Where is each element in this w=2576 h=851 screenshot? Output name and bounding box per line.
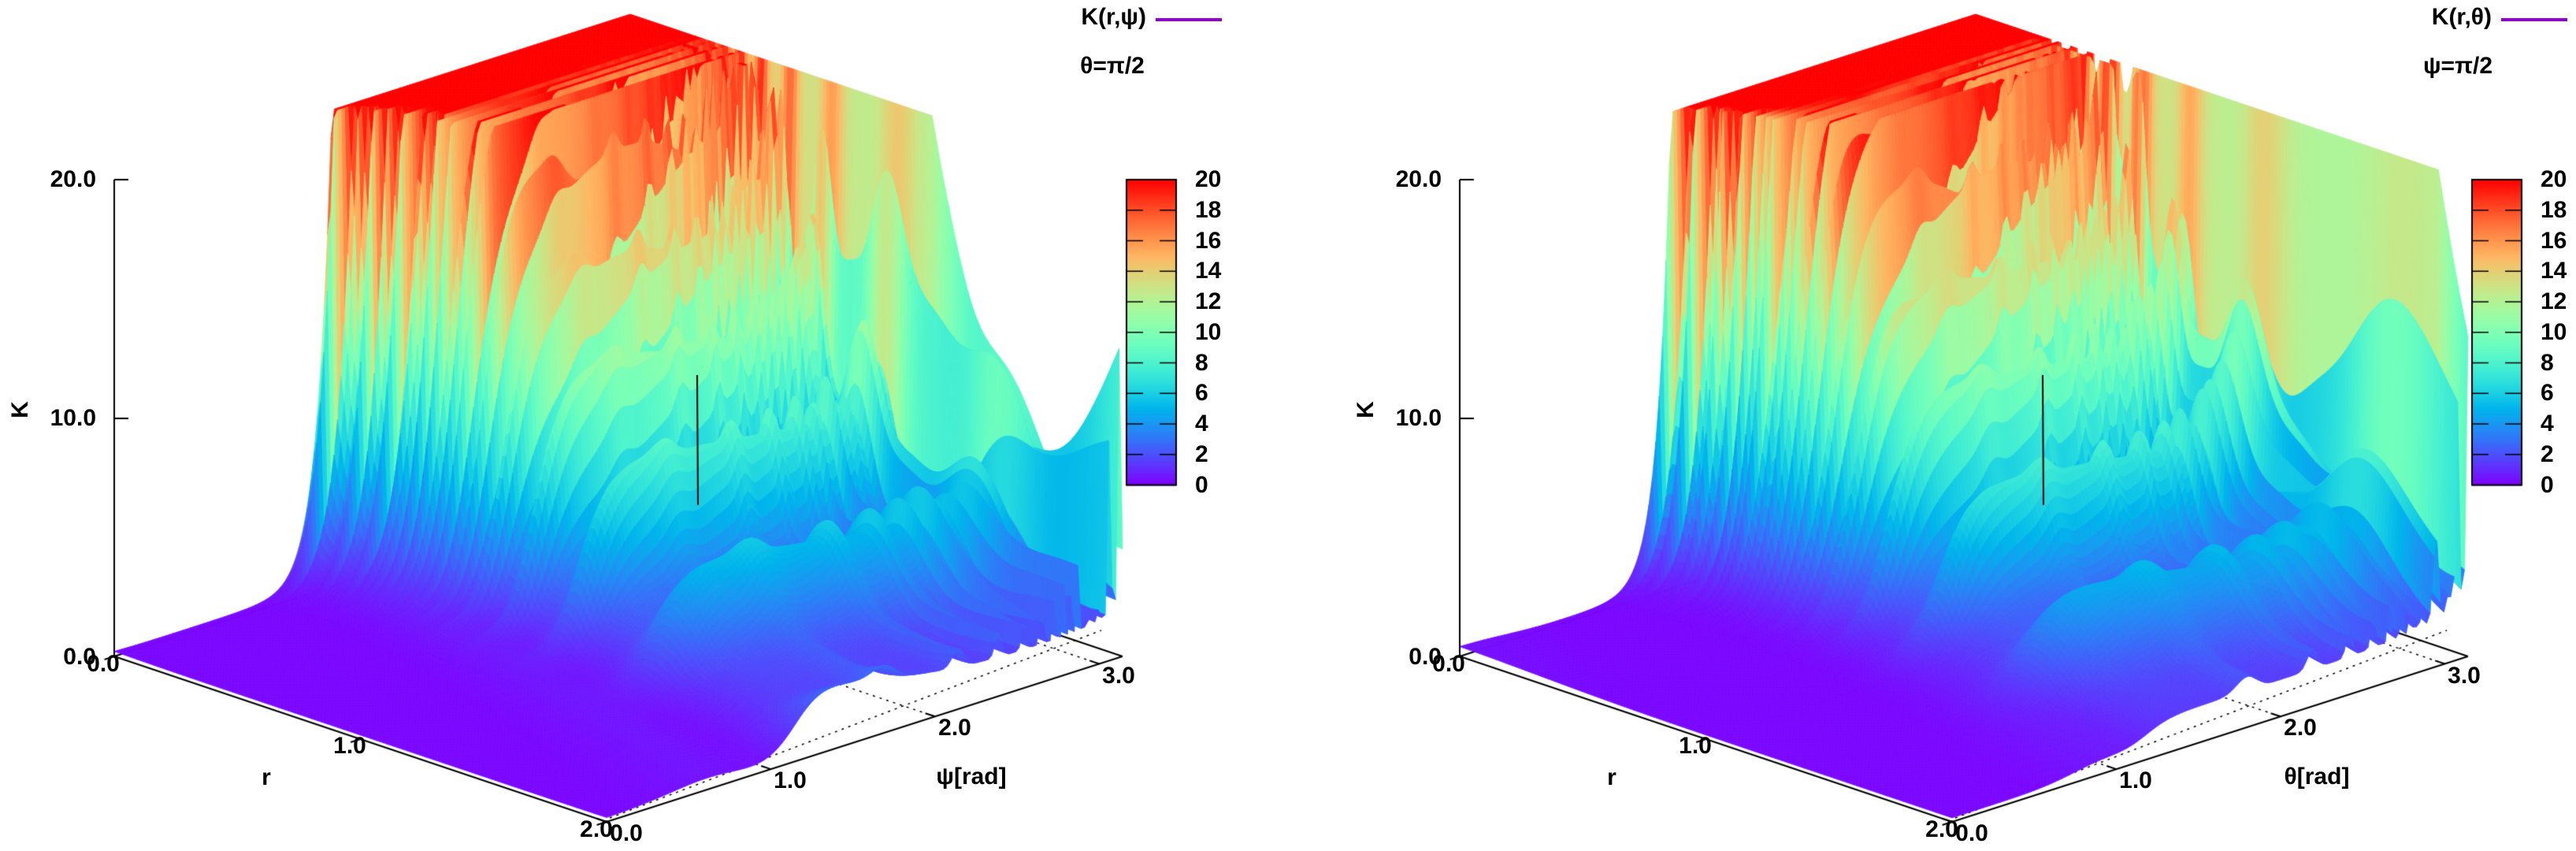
r-tick-label: 0.0 — [87, 651, 120, 677]
colorbar-tick-label: 6 — [1195, 380, 1208, 407]
z-tick-label: 0.0 — [1409, 644, 1442, 670]
colorbar-tick-label: 16 — [2541, 227, 2567, 254]
colorbar-tick-label: 8 — [1195, 349, 1208, 376]
legend-condition-label: θ=π/2 — [1080, 53, 1145, 79]
legend-line-sample — [1156, 18, 1222, 21]
colorbar-tick-label: 2 — [1195, 440, 1208, 467]
angle-tick-label: 0.0 — [610, 820, 643, 846]
r-axis-name: r — [262, 764, 271, 790]
r-tick-label: 1.0 — [1679, 733, 1712, 759]
angle-tick-label: 0.0 — [1955, 820, 1988, 846]
legend-series-label: K(r,θ) — [2431, 4, 2492, 30]
z-tick-label: 10.0 — [1395, 405, 1442, 431]
z-tick-label: 0.0 — [63, 644, 96, 670]
angle-tick-label: 3.0 — [2448, 663, 2481, 689]
angle-tick-label: 2.0 — [2284, 715, 2317, 741]
r-tick-label: 1.0 — [333, 733, 366, 759]
r-tick-label: 2.0 — [580, 816, 613, 842]
z-axis-name: K — [7, 401, 33, 418]
colorbar-tick-label: 14 — [2541, 258, 2567, 284]
r-tick-label: 0.0 — [1432, 651, 1465, 677]
colorbar-tick-label: 4 — [1195, 411, 1208, 437]
colorbar-tick-label: 18 — [2541, 196, 2567, 223]
angle-tick-label: 1.0 — [2119, 767, 2152, 793]
z-axis-name: K — [1353, 401, 1379, 418]
colorbar-tick-label: 6 — [2541, 380, 2554, 407]
z-tick-label: 20.0 — [1395, 166, 1442, 192]
r-tick-label: 2.0 — [1925, 816, 1958, 842]
angle-tick-label: 1.0 — [774, 767, 807, 793]
angle-axis-name: θ[rad] — [2284, 764, 2350, 790]
angle-axis-name: ψ[rad] — [936, 764, 1007, 790]
z-tick-label: 10.0 — [50, 405, 96, 431]
r-axis-name: r — [1607, 764, 1616, 790]
z-tick-label: 20.0 — [50, 166, 96, 192]
colorbar-tick-label: 10 — [1195, 318, 1222, 345]
colorbar-tick-label: 0 — [1195, 471, 1208, 498]
colorbar-tick-label: 4 — [2541, 411, 2554, 437]
angle-tick-label: 2.0 — [938, 715, 971, 741]
angle-tick-label: 3.0 — [1102, 663, 1135, 689]
legend-condition-label: ψ=π/2 — [2422, 53, 2493, 79]
colorbar-tick-label: 12 — [2541, 288, 2567, 314]
colorbar-tick-label: 18 — [1195, 196, 1222, 223]
colorbar-tick-label: 20 — [1195, 166, 1222, 192]
colorbar-tick-label: 10 — [2541, 318, 2567, 345]
colorbar-tick-label: 0 — [2541, 471, 2554, 498]
colorbar-tick-label: 16 — [1195, 227, 1222, 254]
colorbar-tick-label: 8 — [2541, 349, 2554, 376]
colorbar-tick-label: 2 — [2541, 440, 2554, 467]
colorbar-tick-label: 14 — [1195, 258, 1222, 284]
legend-line-sample — [2501, 18, 2567, 21]
colorbar-tick-label: 20 — [2541, 166, 2567, 192]
colorbar-tick-label: 12 — [1195, 288, 1222, 314]
legend-series-label: K(r,ψ) — [1081, 4, 1146, 30]
